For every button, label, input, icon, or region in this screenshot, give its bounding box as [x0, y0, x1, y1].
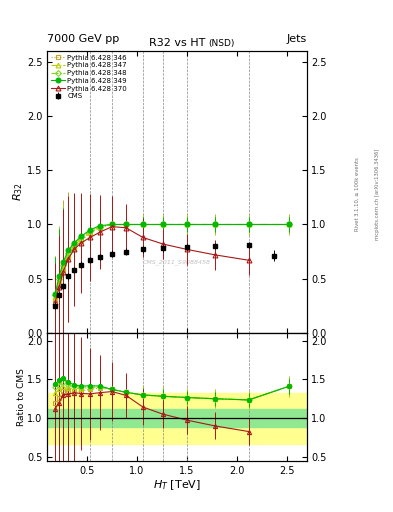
- Line: Pythia 6.428 346: Pythia 6.428 346: [53, 222, 291, 303]
- Pythia 6.428 347: [61, 265, 66, 271]
- Pythia 6.428 347: [184, 221, 189, 227]
- Pythia 6.428 348: [110, 221, 114, 227]
- Pythia 6.428 346: [88, 230, 92, 236]
- Pythia 6.428 349: [246, 221, 251, 227]
- Pythia 6.428 348: [246, 221, 251, 227]
- Pythia 6.428 346: [66, 254, 70, 260]
- Text: Jets: Jets: [286, 33, 307, 44]
- Pythia 6.428 347: [53, 294, 57, 300]
- Text: Rivet 3.1.10, ≥ 100k events: Rivet 3.1.10, ≥ 100k events: [355, 158, 360, 231]
- Pythia 6.428 347: [98, 224, 103, 230]
- Pythia 6.428 348: [160, 221, 165, 227]
- Y-axis label: $R_{32}$: $R_{32}$: [12, 183, 26, 201]
- Pythia 6.428 347: [246, 221, 251, 227]
- Pythia 6.428 370: [53, 300, 57, 306]
- Pythia 6.428 348: [53, 292, 57, 298]
- Pythia 6.428 348: [184, 221, 189, 227]
- Pythia 6.428 346: [53, 297, 57, 304]
- Pythia 6.428 370: [212, 252, 217, 258]
- Bar: [47, 393, 307, 444]
- Pythia 6.428 347: [79, 236, 83, 242]
- Pythia 6.428 370: [72, 246, 77, 252]
- Pythia 6.428 349: [66, 247, 70, 253]
- Pythia 6.428 349: [212, 221, 217, 227]
- Pythia 6.428 349: [110, 221, 114, 227]
- Pythia 6.428 370: [57, 284, 61, 290]
- Pythia 6.428 348: [79, 234, 83, 241]
- Y-axis label: Ratio to CMS: Ratio to CMS: [17, 368, 26, 426]
- Line: Pythia 6.428 347: Pythia 6.428 347: [53, 222, 291, 300]
- Text: CMS_2011_S9088458: CMS_2011_S9088458: [143, 260, 211, 265]
- Pythia 6.428 346: [246, 221, 251, 227]
- Text: (NSD): (NSD): [208, 39, 234, 48]
- Pythia 6.428 347: [72, 243, 77, 249]
- Text: mcplots.cern.ch [arXiv:1306.3436]: mcplots.cern.ch [arXiv:1306.3436]: [375, 149, 380, 240]
- Pythia 6.428 370: [141, 234, 145, 241]
- X-axis label: $H_{T}$ [TeV]: $H_{T}$ [TeV]: [153, 478, 201, 492]
- Pythia 6.428 347: [124, 221, 129, 227]
- Pythia 6.428 346: [72, 245, 77, 251]
- Line: Pythia 6.428 370: Pythia 6.428 370: [53, 224, 251, 305]
- Pythia 6.428 346: [141, 221, 145, 227]
- Pythia 6.428 348: [98, 224, 103, 230]
- Text: 7000 GeV pp: 7000 GeV pp: [47, 33, 119, 44]
- Pythia 6.428 348: [124, 221, 129, 227]
- Pythia 6.428 370: [184, 246, 189, 252]
- Pythia 6.428 349: [61, 259, 66, 265]
- Pythia 6.428 348: [286, 221, 291, 227]
- Pythia 6.428 348: [57, 275, 61, 282]
- Pythia 6.428 348: [66, 249, 70, 255]
- Pythia 6.428 370: [160, 241, 165, 247]
- Bar: [47, 409, 307, 428]
- Pythia 6.428 349: [184, 221, 189, 227]
- Pythia 6.428 347: [110, 221, 114, 227]
- Pythia 6.428 346: [184, 221, 189, 227]
- Pythia 6.428 370: [79, 240, 83, 246]
- Pythia 6.428 347: [160, 221, 165, 227]
- Text: R32 vs HT: R32 vs HT: [149, 38, 205, 48]
- Pythia 6.428 370: [110, 224, 114, 230]
- Pythia 6.428 348: [141, 221, 145, 227]
- Pythia 6.428 370: [61, 269, 66, 275]
- Pythia 6.428 346: [57, 282, 61, 288]
- Pythia 6.428 348: [72, 241, 77, 247]
- Pythia 6.428 347: [57, 278, 61, 284]
- Pythia 6.428 347: [88, 229, 92, 235]
- Pythia 6.428 347: [212, 221, 217, 227]
- Pythia 6.428 346: [110, 221, 114, 227]
- Pythia 6.428 347: [66, 252, 70, 258]
- Pythia 6.428 346: [79, 238, 83, 244]
- Pythia 6.428 349: [79, 233, 83, 240]
- Pythia 6.428 346: [61, 267, 66, 273]
- Pythia 6.428 349: [72, 240, 77, 246]
- Pythia 6.428 346: [98, 225, 103, 231]
- Pythia 6.428 370: [66, 256, 70, 262]
- Pythia 6.428 349: [160, 221, 165, 227]
- Pythia 6.428 370: [98, 229, 103, 235]
- Pythia 6.428 346: [212, 221, 217, 227]
- Pythia 6.428 347: [286, 221, 291, 227]
- Pythia 6.428 349: [53, 291, 57, 297]
- Pythia 6.428 349: [141, 221, 145, 227]
- Pythia 6.428 349: [286, 221, 291, 227]
- Pythia 6.428 370: [124, 225, 129, 231]
- Pythia 6.428 370: [246, 257, 251, 263]
- Pythia 6.428 348: [88, 228, 92, 234]
- Pythia 6.428 349: [57, 273, 61, 280]
- Pythia 6.428 349: [88, 227, 92, 233]
- Pythia 6.428 370: [88, 234, 92, 241]
- Pythia 6.428 348: [212, 221, 217, 227]
- Pythia 6.428 346: [286, 221, 291, 227]
- Line: Pythia 6.428 348: Pythia 6.428 348: [53, 222, 291, 297]
- Pythia 6.428 348: [61, 262, 66, 268]
- Line: Pythia 6.428 349: Pythia 6.428 349: [53, 222, 291, 296]
- Legend: Pythia 6.428 346, Pythia 6.428 347, Pythia 6.428 348, Pythia 6.428 349, Pythia 6: Pythia 6.428 346, Pythia 6.428 347, Pyth…: [49, 53, 129, 101]
- Pythia 6.428 346: [160, 221, 165, 227]
- Pythia 6.428 347: [141, 221, 145, 227]
- Pythia 6.428 349: [98, 223, 103, 229]
- Pythia 6.428 346: [124, 221, 129, 227]
- Pythia 6.428 349: [124, 221, 129, 227]
